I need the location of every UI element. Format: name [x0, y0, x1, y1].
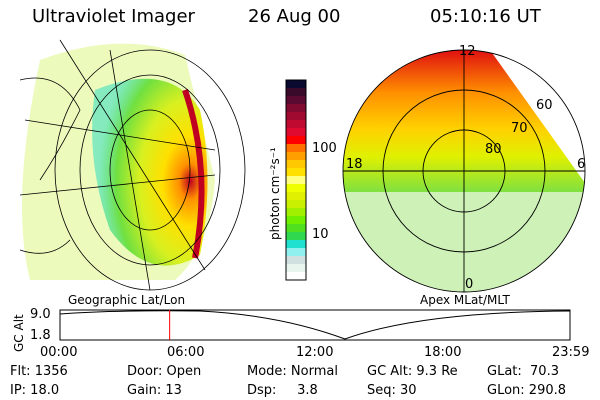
mlt-6-label: 6 — [577, 157, 586, 172]
ip: IP: 18.0 — [10, 383, 60, 398]
alt-ytick-1.8: 1.8 — [30, 328, 51, 343]
colorbar-swatch — [286, 152, 306, 161]
colorbar-swatch — [286, 192, 306, 201]
colorbar-swatch — [286, 168, 306, 177]
lat-60-label: 60 — [536, 98, 553, 113]
mlt-18-label: 18 — [346, 157, 363, 172]
colorbar-swatch — [286, 120, 306, 129]
colorbar-tick-10: 10 — [312, 227, 329, 242]
colorbar-swatch — [286, 264, 306, 273]
colorbar-swatch — [286, 112, 306, 121]
colorbar-tick-100: 100 — [312, 141, 337, 156]
mode: Mode: Normal — [247, 364, 338, 379]
date: 26 Aug 00 — [248, 6, 341, 27]
colorbar-label: photon cm⁻²s⁻¹ — [268, 147, 282, 240]
geographic-map — [19, 39, 246, 291]
colorbar-swatch — [286, 216, 306, 225]
colorbar-swatch — [286, 224, 306, 233]
alt-ytick-9: 9.0 — [30, 307, 51, 322]
time: 05:10:16 UT — [430, 6, 541, 27]
colorbar-swatch — [286, 88, 306, 97]
xtick-0600: 06:00 — [167, 345, 205, 360]
altitude-plot — [59, 309, 571, 341]
gain: Gain: 13 — [127, 383, 182, 398]
colorbar-swatch — [286, 136, 306, 145]
colorbar-frame — [285, 79, 307, 281]
colorbar-swatch — [286, 160, 306, 169]
dsp: Dsp: 3.8 — [247, 383, 318, 398]
colorbar-swatch — [286, 104, 306, 113]
lat-70-label: 70 — [511, 121, 528, 136]
colorbar-swatch — [286, 176, 306, 185]
flt: Flt: 1356 — [10, 364, 68, 379]
xtick-2359: 23:59 — [552, 345, 590, 360]
colorbar-swatch — [286, 200, 306, 209]
colorbar-swatch — [286, 128, 306, 137]
colorbar — [285, 79, 307, 281]
right-panel-label: Apex MLat/MLT — [420, 293, 510, 307]
glat: GLat: 70.3 — [487, 364, 559, 379]
colorbar-swatch — [286, 256, 306, 265]
polar-map — [342, 49, 586, 293]
lat-80-label: 80 — [485, 142, 502, 157]
xtick-0000: 00:00 — [40, 345, 78, 360]
door: Door: Open — [127, 364, 202, 379]
gc-alt: GC Alt: 9.3 Re — [367, 364, 458, 379]
colorbar-swatch — [286, 80, 306, 89]
alt-ylabel: GC Alt — [12, 314, 26, 352]
colorbar-swatch — [286, 240, 306, 249]
colorbar-swatch — [286, 184, 306, 193]
colorbar-swatch — [286, 272, 306, 281]
colorbar-swatch — [286, 232, 306, 241]
instrument-title: Ultraviolet Imager — [32, 6, 195, 27]
colorbar-swatch — [286, 248, 306, 257]
colorbar-swatch — [286, 208, 306, 217]
colorbar-swatch — [286, 144, 306, 153]
seq: Seq: 30 — [367, 383, 417, 398]
mlt-12-label: 12 — [459, 44, 476, 59]
left-panel-label: Geographic Lat/Lon — [68, 293, 186, 307]
mlt-0-label: 0 — [465, 277, 474, 292]
xtick-1800: 18:00 — [424, 345, 462, 360]
glon: GLon: 290.8 — [487, 383, 567, 398]
colorbar-swatch — [286, 96, 306, 105]
xtick-1200: 12:00 — [296, 345, 334, 360]
